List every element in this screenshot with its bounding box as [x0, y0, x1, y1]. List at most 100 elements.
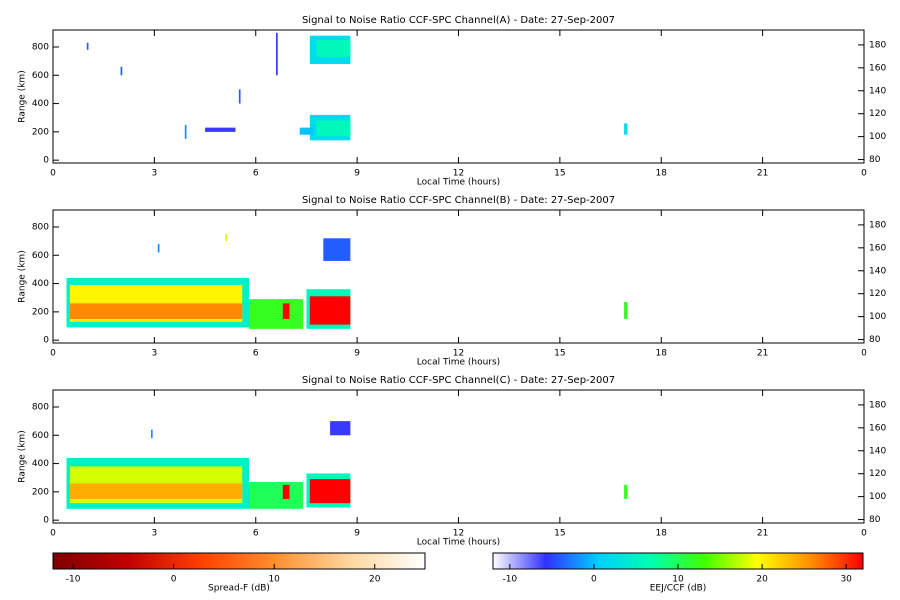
y2-tick-label: 80	[869, 155, 881, 165]
x-tick-label: 12	[453, 529, 464, 539]
x-tick-label: 15	[554, 529, 565, 539]
heat-cell	[309, 296, 351, 325]
y-axis-label: Range (km)	[18, 250, 28, 302]
y2-tick-label: 100	[869, 312, 886, 322]
y-tick-label: 400	[32, 99, 49, 109]
colorbar-tick-label: -10	[66, 575, 81, 585]
x-tick-label: 3	[152, 529, 158, 539]
panel-title: Signal to Noise Ratio CCF-SPC Channel(B)…	[302, 195, 615, 206]
colorbar-tick-label: 10	[672, 575, 684, 585]
heat-cell	[225, 234, 228, 242]
x-tick-label: 9	[354, 529, 360, 539]
x-tick-label: 18	[656, 349, 668, 359]
colorbar-tick-label: 20	[756, 575, 768, 585]
heat-cell	[299, 127, 314, 135]
y2-tick-label: 140	[869, 266, 886, 276]
y-tick-label: 800	[32, 42, 49, 52]
heat-cell	[276, 32, 278, 76]
panel-title: Signal to Noise Ratio CCF-SPC Channel(A)…	[302, 15, 615, 26]
y-tick-label: 200	[32, 307, 49, 317]
x-tick-label: 21	[757, 349, 768, 359]
x-tick-label: 18	[656, 529, 668, 539]
x-tick-label: 0	[861, 169, 867, 179]
y-tick-label: 600	[32, 71, 49, 81]
x-tick-label: 21	[757, 169, 768, 179]
heat-cell	[248, 299, 304, 329]
colorbar-tick-label: 0	[171, 575, 177, 585]
heat-cell	[120, 66, 123, 76]
colorbar-tick-label: 0	[591, 575, 597, 585]
y2-tick-label: 120	[869, 109, 886, 119]
heat-cell	[330, 421, 351, 436]
x-tick-label: 12	[453, 169, 464, 179]
heat-cell	[282, 303, 290, 319]
heat-cell	[316, 39, 351, 57]
x-tick-label: 6	[253, 169, 259, 179]
y-tick-label: 200	[32, 487, 49, 497]
y2-tick-label: 80	[869, 335, 881, 345]
heat-cell	[69, 303, 243, 319]
heat-cell	[248, 481, 304, 509]
heat-cell	[205, 127, 236, 132]
y-tick-label: 200	[32, 127, 49, 137]
y-tick-label: 400	[32, 279, 49, 289]
plot-frame	[52, 29, 865, 164]
heat-cell	[316, 120, 351, 137]
colorbar-tick-label: 20	[369, 575, 381, 585]
x-axis-label: Local Time (hours)	[417, 538, 500, 548]
heat-cell	[624, 123, 628, 135]
y2-tick-label: 160	[869, 243, 886, 253]
y-axis-label: Range (km)	[18, 70, 28, 122]
x-tick-label: 15	[554, 169, 565, 179]
heat-cell	[86, 42, 89, 50]
heat-cell	[238, 89, 241, 104]
x-tick-label: 12	[453, 349, 464, 359]
heat-cell	[323, 238, 351, 261]
x-axis-label: Local Time (hours)	[417, 178, 500, 188]
heat-cell	[69, 483, 243, 499]
y2-tick-label: 140	[869, 446, 886, 456]
y2-tick-label: 140	[869, 86, 886, 96]
y2-tick-label: 100	[869, 132, 886, 142]
y2-tick-label: 180	[869, 400, 886, 410]
y-tick-label: 0	[43, 156, 49, 166]
y2-tick-label: 120	[869, 289, 886, 299]
y-tick-label: 800	[32, 222, 49, 232]
y2-tick-label: 180	[869, 40, 886, 50]
y-tick-label: 0	[43, 336, 49, 346]
heat-cell	[282, 484, 290, 499]
y2-tick-label: 80	[869, 515, 881, 525]
heat-cell	[624, 301, 628, 319]
x-axis-label: Local Time (hours)	[417, 358, 500, 368]
colorbar-title: Spread-F (dB)	[208, 584, 270, 594]
heat-cell	[184, 124, 187, 139]
y-tick-label: 800	[32, 402, 49, 412]
colorbar-title: EEJ/CCF (dB)	[650, 584, 707, 594]
x-tick-label: 0	[50, 529, 56, 539]
x-tick-label: 0	[50, 349, 56, 359]
x-tick-label: 3	[152, 169, 158, 179]
y-axis-label: Range (km)	[18, 430, 28, 482]
y2-tick-label: 120	[869, 469, 886, 479]
y2-tick-label: 100	[869, 492, 886, 502]
y-tick-label: 600	[32, 251, 49, 261]
heat-cell	[309, 479, 351, 504]
heat-cell	[150, 429, 153, 439]
y2-tick-label: 180	[869, 220, 886, 230]
x-tick-label: 9	[354, 349, 360, 359]
x-tick-label: 9	[354, 169, 360, 179]
heat-cell	[157, 243, 160, 253]
x-tick-label: 0	[50, 169, 56, 179]
colorbar-tick-label: 30	[840, 575, 852, 585]
x-tick-label: 6	[253, 529, 259, 539]
x-tick-label: 0	[861, 349, 867, 359]
x-tick-label: 18	[656, 169, 668, 179]
x-tick-label: 6	[253, 349, 259, 359]
heat-cell	[624, 484, 628, 499]
x-tick-label: 0	[861, 529, 867, 539]
x-tick-label: 3	[152, 349, 158, 359]
colorbar-tick-label: 10	[268, 575, 280, 585]
panel-title: Signal to Noise Ratio CCF-SPC Channel(C)…	[302, 375, 615, 386]
colorbar	[52, 552, 426, 570]
